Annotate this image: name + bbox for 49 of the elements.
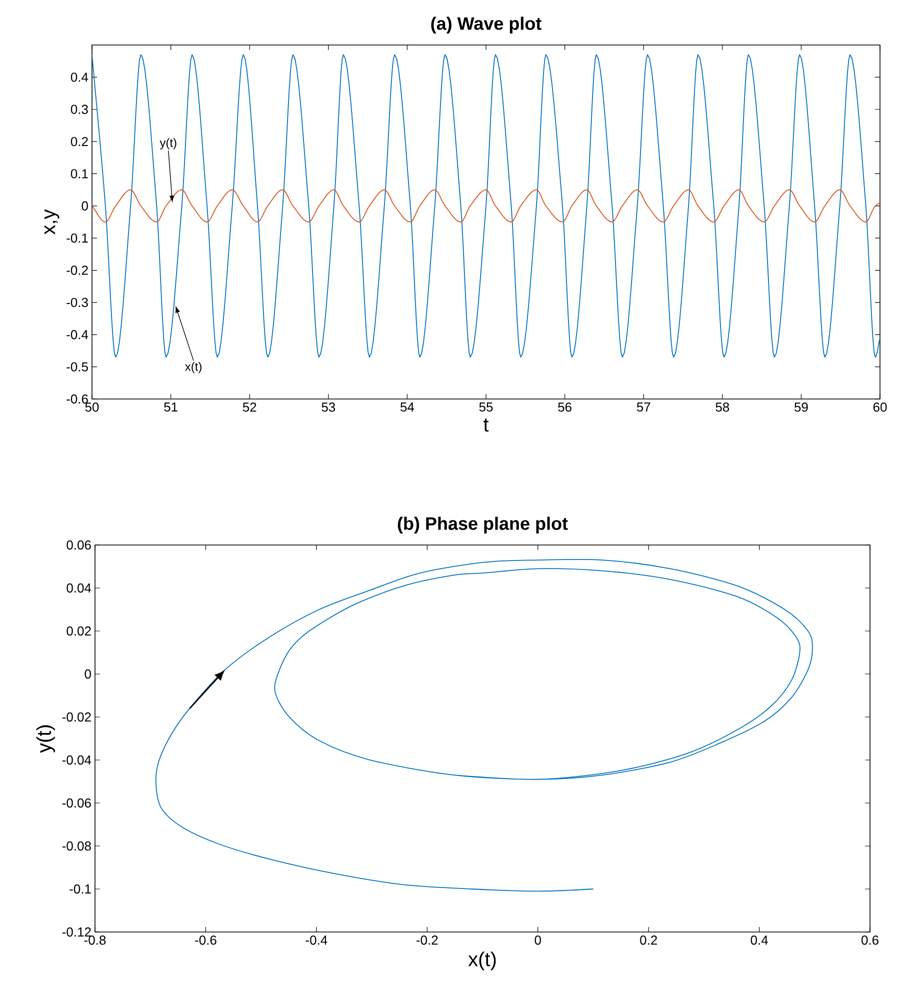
- x-tick-label: 52: [242, 402, 256, 412]
- x-tick-label: -0.4: [306, 936, 328, 945]
- x-tick-label: 56: [558, 402, 572, 412]
- x-axis-title: x(t): [468, 952, 496, 970]
- x-tick-label: 54: [400, 402, 414, 412]
- y-tick-label: -0.12: [62, 927, 91, 937]
- y-tick-label: -0.4: [66, 330, 88, 340]
- annotation: x(t): [185, 362, 202, 374]
- x-tick-label: 59: [794, 402, 808, 412]
- x-tick-label: 0.6: [861, 936, 878, 945]
- chart-title: (a) Wave plot: [431, 16, 542, 34]
- y-tick-label: 0.02: [66, 626, 91, 636]
- x-tick-label: -0.6: [195, 936, 216, 945]
- x-tick-label: 60: [873, 402, 887, 412]
- x-tick-label: 0.4: [750, 936, 768, 945]
- y-tick-label: -0.1: [66, 233, 88, 243]
- y-tick-label: -0.2: [66, 266, 88, 275]
- y-tick-label: 0: [84, 669, 91, 679]
- y-tick-label: 0.1: [70, 169, 88, 178]
- x-axis-title: t: [484, 418, 489, 432]
- y-tick-label: -0.02: [62, 712, 91, 722]
- line-series: [155, 559, 813, 892]
- y-tick-label: -0.3: [66, 298, 88, 308]
- y-axis-title: y(t): [36, 725, 56, 753]
- x-tick-label: -0.8: [84, 936, 106, 945]
- y-tick-label: -0.04: [62, 755, 92, 765]
- y-tick-label: -0.1: [70, 884, 91, 894]
- y-tick-label: 0.4: [70, 72, 88, 82]
- y-tick-label: 0.2: [70, 136, 88, 146]
- y-tick-label: -0.08: [62, 841, 91, 851]
- x-tick-label: -0.2: [416, 936, 438, 945]
- y-tick-label: 0.06: [66, 540, 91, 550]
- x-tick-label: 57: [636, 402, 650, 412]
- x-tick-label: 51: [164, 402, 178, 412]
- y-tick-label: -0.6: [66, 394, 88, 404]
- y-axis-title: x,y: [44, 209, 60, 235]
- y-tick-label: 0.04: [66, 583, 92, 593]
- y-tick-label: 0.3: [70, 104, 88, 114]
- chart-title: (b) Phase plane plot: [398, 516, 568, 534]
- x-tick-label: 58: [716, 402, 730, 412]
- x-tick-label: 55: [479, 402, 493, 412]
- y-tick-label: 0: [82, 201, 88, 211]
- y-tick-label: -0.5: [66, 362, 88, 372]
- y-tick-label: -0.06: [62, 798, 91, 808]
- x-tick-label: 0: [534, 936, 541, 945]
- annotation: y(t): [160, 138, 176, 150]
- x-tick-label: 50: [85, 402, 99, 412]
- x-tick-label: 0.2: [640, 936, 657, 945]
- x-tick-label: 53: [322, 402, 336, 412]
